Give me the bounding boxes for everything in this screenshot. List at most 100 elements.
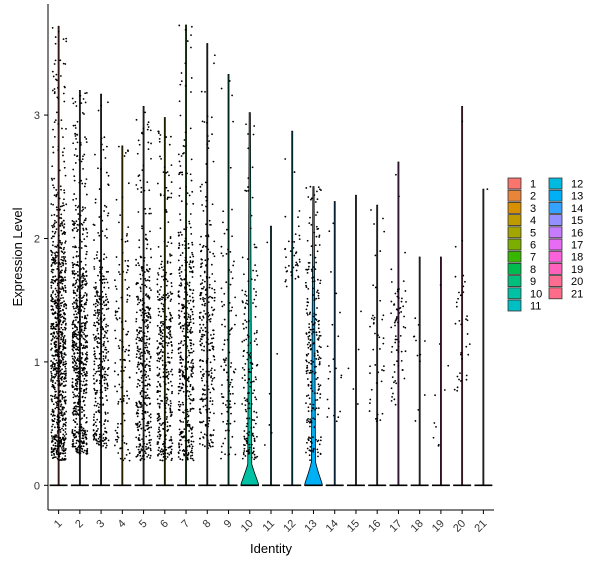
jitter-point (212, 252, 215, 255)
jitter-point (72, 266, 74, 269)
jitter-point (224, 404, 227, 406)
jitter-point (93, 363, 96, 366)
jitter-point (73, 331, 76, 334)
jitter-point (318, 385, 321, 388)
jitter-point (73, 276, 75, 279)
jitter-point (64, 346, 67, 349)
jitter-point (122, 358, 125, 361)
jitter-point (171, 317, 174, 319)
jitter-point (74, 401, 76, 404)
jitter-point (170, 192, 173, 195)
jitter-point (61, 269, 63, 272)
violin-15 (347, 194, 365, 486)
jitter-point (56, 324, 59, 327)
jitter-point (162, 371, 165, 374)
jitter-point (52, 369, 55, 372)
jitter-point (64, 289, 67, 292)
jitter-point (156, 435, 159, 438)
jitter-point (80, 425, 83, 428)
jitter-point (395, 316, 398, 318)
jitter-point (315, 334, 318, 336)
jitter-point (319, 357, 322, 360)
jitter-point (75, 272, 77, 275)
jitter-point (50, 284, 53, 287)
jitter-point (101, 360, 103, 363)
jitter-point (223, 318, 226, 321)
jitter-point (315, 331, 318, 334)
jitter-point (63, 226, 65, 229)
jitter-point (191, 292, 194, 295)
jitter-point (158, 446, 160, 449)
jitter-point (249, 352, 252, 355)
jitter-point (135, 264, 138, 267)
jitter-point (178, 24, 181, 27)
jitter-point (60, 403, 63, 406)
jitter-point (142, 368, 145, 370)
jitter-point (211, 441, 214, 444)
jitter-point (100, 375, 102, 377)
jitter-point (103, 204, 106, 207)
jitter-point (59, 377, 62, 380)
jitter-point (99, 318, 102, 321)
jitter-point (62, 288, 65, 290)
jitter-point (311, 407, 314, 410)
jitter-point (84, 396, 87, 399)
jitter-point (180, 80, 183, 83)
jitter-point (256, 416, 258, 419)
jitter-point (99, 279, 102, 281)
jitter-point (145, 286, 148, 288)
jitter-point (95, 370, 98, 373)
jitter-point (416, 354, 419, 357)
jitter-point (317, 413, 319, 416)
jitter-point (199, 370, 202, 373)
jitter-points-group (50, 24, 489, 462)
jitter-point (93, 382, 96, 385)
jitter-point (61, 151, 64, 154)
jitter-point (159, 358, 161, 360)
jitter-point (185, 398, 188, 401)
jitter-point (145, 376, 148, 379)
jitter-point (59, 319, 62, 322)
jitter-point (246, 334, 249, 337)
jitter-point (128, 452, 131, 455)
jitter-point (461, 357, 463, 360)
jitter-point (105, 444, 108, 447)
jitter-point (255, 291, 257, 293)
jitter-point (164, 423, 167, 426)
jitter-point (97, 406, 100, 409)
jitter-point (100, 446, 103, 448)
jitter-point (182, 324, 185, 327)
jitter-point (180, 233, 183, 236)
jitter-point (190, 347, 193, 350)
jitter-point (465, 345, 468, 348)
jitter-point (51, 363, 54, 366)
jitter-point (101, 278, 104, 281)
jitter-point (140, 390, 143, 392)
jitter-point (55, 349, 58, 352)
jitter-point (105, 308, 108, 311)
jitter-point (298, 234, 301, 237)
jitter-point (347, 367, 350, 370)
jitter-point (204, 330, 207, 333)
jitter-point (186, 413, 189, 416)
jitter-point (468, 343, 471, 346)
jitter-point (405, 300, 407, 303)
jitter-point (104, 370, 107, 373)
jitter-point (164, 361, 167, 364)
jitter-point (192, 260, 194, 263)
jitter-point (253, 437, 256, 440)
jitter-point (98, 411, 101, 414)
jitter-point (58, 370, 61, 373)
jitter-point (82, 296, 85, 299)
jitter-point (64, 279, 67, 281)
jitter-point (253, 298, 256, 301)
jitter-point (60, 213, 63, 216)
jitter-point (61, 408, 64, 411)
jitter-point (187, 247, 190, 250)
jitter-point (72, 357, 74, 360)
jitter-point (160, 399, 162, 402)
jitter-point (58, 169, 61, 172)
jitter-point (64, 449, 67, 452)
jitter-point (179, 403, 182, 406)
jitter-point (97, 109, 100, 112)
